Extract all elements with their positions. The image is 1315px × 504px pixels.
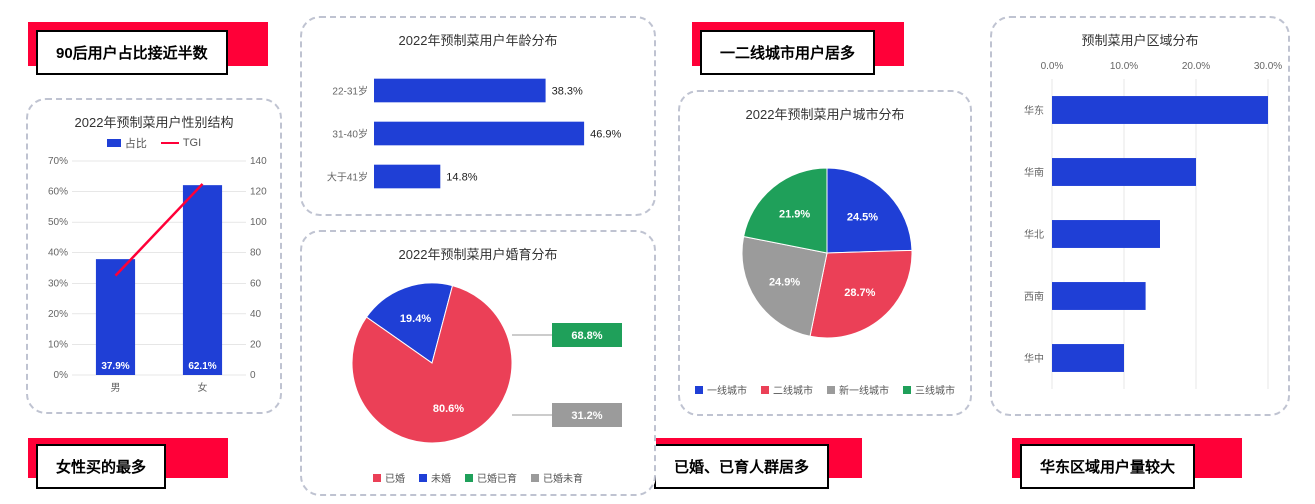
svg-text:68.8%: 68.8% — [571, 330, 602, 342]
svg-text:40%: 40% — [48, 248, 68, 259]
svg-text:24.5%: 24.5% — [847, 211, 878, 223]
svg-text:西南: 西南 — [1024, 290, 1044, 303]
marriage-title: 2022年预制菜用户婚育分布 — [312, 244, 644, 263]
svg-text:28.7%: 28.7% — [844, 287, 875, 299]
svg-text:21.9%: 21.9% — [779, 209, 810, 221]
gender-legend-bar: 占比 — [107, 135, 147, 151]
svg-text:大于41岁: 大于41岁 — [327, 171, 368, 184]
svg-text:10.0%: 10.0% — [1110, 61, 1138, 72]
svg-text:40: 40 — [250, 309, 262, 320]
svg-text:37.9%: 37.9% — [101, 361, 129, 372]
svg-text:华北: 华北 — [1024, 228, 1044, 241]
svg-text:20.0%: 20.0% — [1182, 61, 1210, 72]
city-chart: 24.5% 28.7% 24.9% 21.9% — [690, 123, 964, 373]
svg-text:20: 20 — [250, 339, 262, 350]
svg-text:46.9%: 46.9% — [590, 129, 621, 141]
svg-text:0%: 0% — [54, 370, 69, 381]
svg-text:华东: 华东 — [1024, 104, 1044, 117]
marriage-panel: 2022年预制菜用户婚育分布 19.4% 80.6% 68.8% 31.2% 已婚未婚… — [300, 230, 656, 496]
callout-4: 已婚、已育人群居多 — [654, 444, 829, 489]
marriage-chart: 19.4% 80.6% 68.8% 31.2% — [312, 263, 648, 463]
svg-text:80: 80 — [250, 248, 262, 259]
region-chart: 0.0% 10.0% 20.0% 30.0% 华东华南华北西南华中 — [1002, 49, 1282, 399]
gender-legend-line: TGI — [161, 135, 201, 151]
svg-text:38.3%: 38.3% — [552, 86, 583, 98]
gender-chart: 0% 10% 20% 30% 40% 50% 60% 70% 0 20 40 60 80 100 120 14… — [36, 151, 276, 401]
svg-text:120: 120 — [250, 187, 267, 198]
svg-text:女: 女 — [198, 381, 208, 394]
svg-text:男: 男 — [111, 382, 121, 394]
region-title: 预制菜用户区域分布 — [1002, 30, 1278, 49]
svg-text:80.6%: 80.6% — [433, 403, 464, 415]
gender-panel: 2022年预制菜用户性别结构 占比 TGI 0% 10% 20% 30% 40% 50% 6… — [26, 98, 282, 414]
callout-3: 女性买的最多 — [36, 444, 166, 489]
svg-text:19.4%: 19.4% — [400, 313, 431, 325]
svg-text:62.1%: 62.1% — [188, 361, 216, 372]
svg-text:31.2%: 31.2% — [571, 410, 602, 422]
city-title: 2022年预制菜用户城市分布 — [690, 104, 960, 123]
age-title: 2022年预制菜用户年龄分布 — [312, 30, 644, 49]
svg-text:70%: 70% — [48, 156, 68, 167]
svg-text:100: 100 — [250, 217, 267, 228]
marriage-legend: 已婚未婚已婚已育已婚未育 — [312, 470, 644, 485]
svg-text:31-40岁: 31-40岁 — [332, 128, 368, 141]
svg-text:0: 0 — [250, 370, 256, 381]
svg-text:华中: 华中 — [1024, 352, 1044, 365]
region-panel: 预制菜用户区域分布 0.0% 10.0% 20.0% 30.0% 华东华南华北西南华中 — [990, 16, 1290, 416]
svg-text:14.8%: 14.8% — [446, 172, 477, 184]
city-panel: 2022年预制菜用户城市分布 24.5% 28.7% 24.9% 21.9% 一线城市… — [678, 90, 972, 416]
svg-text:10%: 10% — [48, 339, 68, 350]
city-legend: 一线城市二线城市新一线城市三线城市 — [690, 382, 960, 397]
age-panel: 2022年预制菜用户年龄分布 22-31岁 38.3% 31-40岁 46.9% 大于4… — [300, 16, 656, 216]
svg-text:60: 60 — [250, 278, 262, 289]
gender-title: 2022年预制菜用户性别结构 — [36, 112, 272, 131]
svg-text:50%: 50% — [48, 217, 68, 228]
age-chart: 22-31岁 38.3% 31-40岁 46.9% 大于41岁 14.8% — [312, 49, 648, 204]
svg-text:60%: 60% — [48, 187, 68, 198]
callout-5: 华东区域用户量较大 — [1020, 444, 1195, 489]
callout-1: 90后用户占比接近半数 — [36, 30, 228, 75]
svg-text:30%: 30% — [48, 278, 68, 289]
svg-text:0.0%: 0.0% — [1041, 61, 1064, 72]
svg-text:华南: 华南 — [1024, 166, 1044, 179]
svg-text:24.9%: 24.9% — [769, 276, 800, 288]
callout-2: 一二线城市用户居多 — [700, 30, 875, 75]
svg-text:20%: 20% — [48, 309, 68, 320]
svg-text:22-31岁: 22-31岁 — [332, 85, 368, 98]
svg-text:30.0%: 30.0% — [1254, 61, 1282, 72]
svg-text:140: 140 — [250, 156, 267, 167]
